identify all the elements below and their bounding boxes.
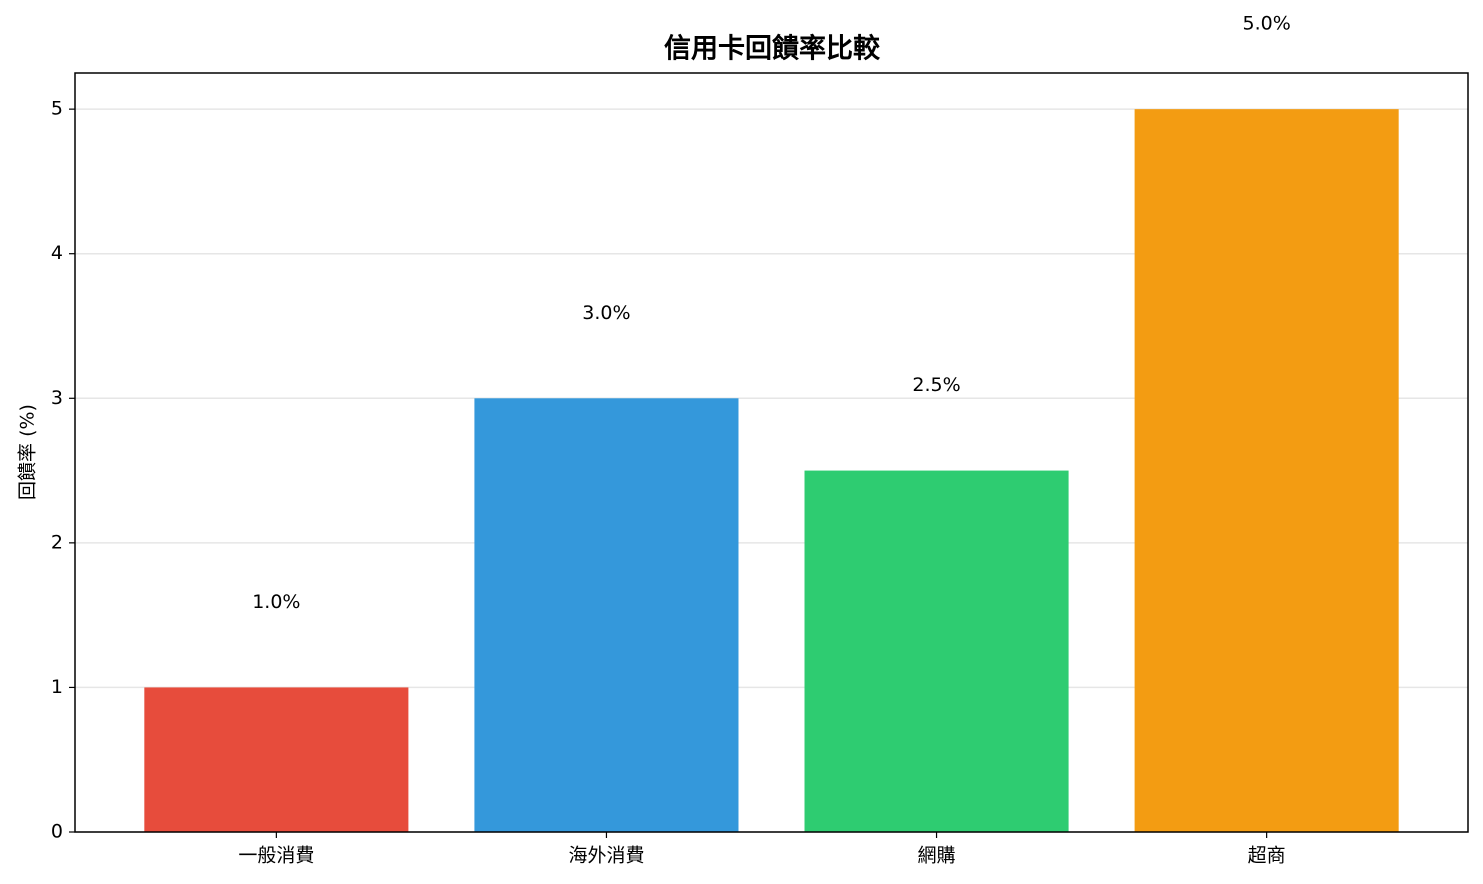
x-tick-label: 海外消費 [568,845,644,867]
y-tick-label: 0 [51,821,63,843]
value-label: 3.0% [582,302,630,324]
x-tick-label: 一般消費 [238,845,314,867]
plot-frame [74,72,1469,833]
y-tick-label: 5 [51,98,63,120]
bar [1134,109,1399,832]
chart-title: 信用卡回饋率比較 [664,33,881,65]
x-tick-label: 超商 [1248,845,1286,867]
value-label: 5.0% [1243,13,1291,35]
y-tick-label: 3 [51,387,63,409]
y-axis-label: 回饋率 (%) [17,404,39,500]
y-tick-label: 1 [51,676,63,698]
x-tick-label: 網購 [918,845,956,867]
bar [474,398,739,832]
bar [144,687,409,832]
value-label: 2.5% [912,374,960,396]
y-tick-label: 2 [51,531,63,553]
bar [804,470,1069,832]
y-tick-label: 4 [51,242,63,264]
value-label: 1.0% [252,591,300,613]
